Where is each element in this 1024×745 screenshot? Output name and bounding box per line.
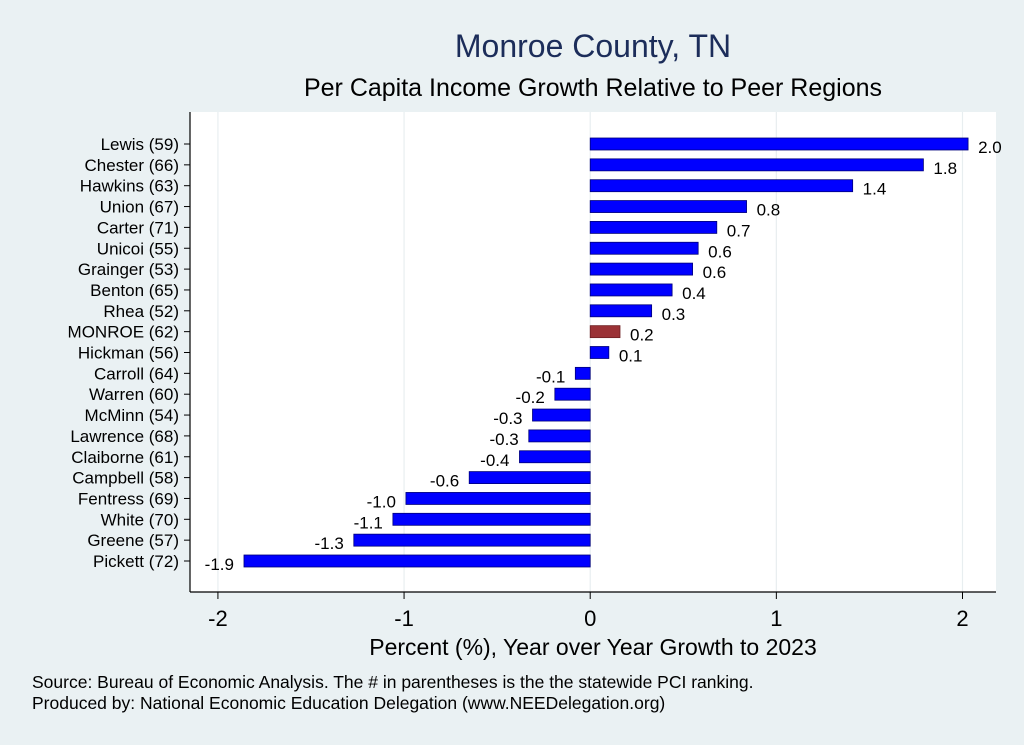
bar-1 [589, 158, 924, 172]
value-label-10: 0.1 [619, 347, 643, 366]
category-label-20: Pickett (72) [93, 552, 179, 571]
category-label-19: Greene (57) [87, 531, 179, 550]
value-label-7: 0.4 [682, 284, 706, 303]
value-label-11: -0.1 [536, 367, 565, 386]
bar-20 [243, 554, 591, 568]
bar-5 [589, 241, 699, 255]
bar-7 [589, 283, 673, 297]
category-label-4: Carter (71) [97, 218, 179, 237]
category-label-14: Lawrence (68) [70, 427, 179, 446]
category-label-10: Hickman (56) [78, 344, 179, 363]
bar-19 [353, 533, 591, 547]
category-label-15: Claiborne (61) [71, 448, 179, 467]
category-label-11: Carroll (64) [94, 364, 179, 383]
source-note: Source: Bureau of Economic Analysis. The… [32, 672, 754, 692]
category-label-13: McMinn (54) [85, 406, 179, 425]
value-label-3: 0.8 [757, 201, 781, 220]
bars [243, 137, 969, 568]
value-label-13: -0.3 [493, 409, 522, 428]
x-tick-label-0: -2 [208, 606, 228, 631]
category-label-16: Campbell (58) [72, 469, 179, 488]
axes: -2 -1 0 1 2 [184, 112, 996, 631]
category-label-5: Unicoi (55) [97, 239, 179, 258]
x-tick-label-4: 2 [956, 606, 968, 631]
category-label-1: Chester (66) [85, 156, 179, 175]
category-label-2: Hawkins (63) [80, 177, 179, 196]
category-label-6: Grainger (53) [78, 260, 179, 279]
value-label-12: -0.2 [516, 388, 545, 407]
value-label-14: -0.3 [489, 430, 518, 449]
footer: Source: Bureau of Economic Analysis. The… [32, 672, 753, 714]
value-label-9: 0.2 [630, 326, 654, 345]
value-label-8: 0.3 [662, 305, 686, 324]
value-label-20: -1.9 [205, 555, 234, 574]
x-tick-label-1: -1 [394, 606, 414, 631]
x-tick-label-2: 0 [584, 606, 596, 631]
x-axis-label: Percent (%), Year over Year Growth to 20… [369, 634, 817, 660]
category-label-0: Lewis (59) [101, 135, 179, 154]
bar-3 [589, 200, 747, 213]
value-label-19: -1.3 [315, 534, 344, 553]
bar-0 [589, 137, 969, 151]
bar-2 [589, 179, 854, 193]
x-tick-label-3: 1 [770, 606, 782, 631]
bar-9 [589, 325, 621, 339]
value-label-18: -1.1 [354, 513, 383, 532]
bar-12 [554, 387, 591, 401]
category-label-9: MONROE (62) [68, 323, 179, 342]
value-label-0: 2.0 [978, 138, 1002, 157]
category-label-18: White (70) [101, 510, 179, 529]
value-label-4: 0.7 [727, 221, 751, 240]
bar-8 [589, 304, 653, 318]
bar-10 [589, 346, 610, 359]
value-label-17: -1.0 [367, 492, 396, 511]
bar-14 [528, 429, 591, 443]
value-label-1: 1.8 [933, 159, 957, 178]
category-label-8: Rhea (52) [103, 302, 179, 321]
category-label-7: Benton (65) [90, 281, 179, 300]
category-label-3: Union (67) [100, 198, 179, 217]
chart-subtitle: Per Capita Income Growth Relative to Pee… [303, 74, 883, 102]
category-labels: Lewis (59) Chester (66) Hawkins (63) Union … [68, 135, 179, 571]
value-label-15: -0.4 [480, 451, 509, 470]
bar-15 [519, 450, 591, 464]
bar-6 [589, 262, 693, 276]
produced-by-note: Produced by: National Economic Education… [32, 693, 666, 713]
value-label-5: 0.6 [708, 242, 732, 261]
chart-title: Monroe County, TN [454, 28, 732, 64]
category-label-17: Fentress (69) [78, 489, 179, 508]
value-label-2: 1.4 [863, 180, 887, 199]
bar-16 [468, 471, 591, 485]
bar-11 [574, 366, 591, 380]
category-label-12: Warren (60) [89, 385, 179, 404]
bar-17 [405, 492, 591, 505]
bar-18 [392, 512, 591, 526]
value-labels: 2.0 1.8 1.4 0.8 0.7 0.6 0.6 0.4 0.3 0.2 0.1 -0.1 -0.… [205, 138, 1002, 574]
bar-13 [532, 408, 591, 422]
value-label-16: -0.6 [430, 472, 459, 491]
bar-4 [589, 220, 718, 234]
value-label-6: 0.6 [703, 263, 727, 282]
